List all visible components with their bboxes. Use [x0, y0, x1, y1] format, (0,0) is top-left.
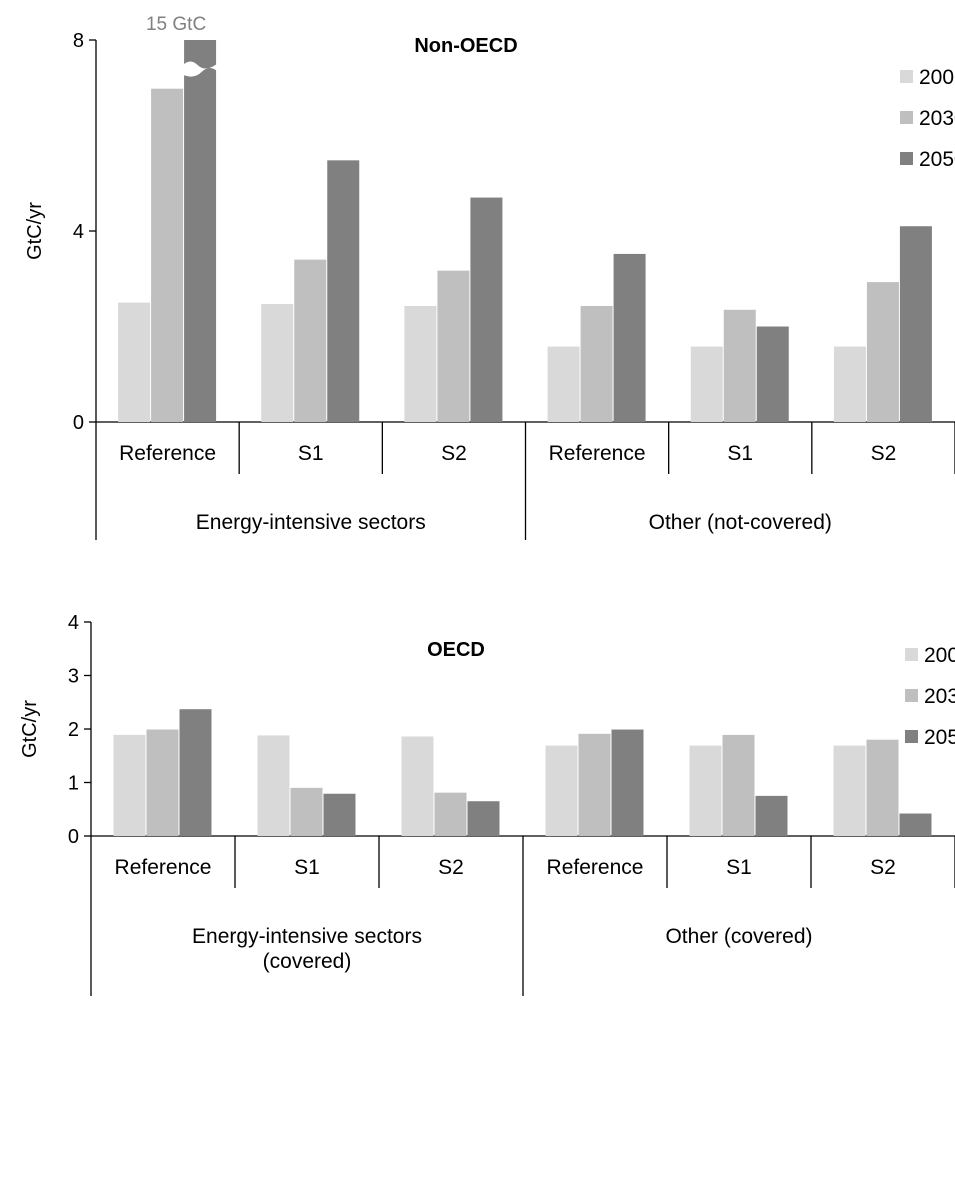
non-oecd-title: Non-OECD — [414, 35, 517, 57]
non-oecd-bar-2005-2 — [404, 305, 437, 422]
non-oecd-category-label-2: S2 — [441, 442, 467, 465]
non-oecd-legend-swatch-2030 — [900, 111, 913, 124]
oecd-group-label-1: Other (covered) — [665, 925, 812, 948]
oecd-legend-label-2005: 2005 — [924, 644, 955, 667]
oecd-bar-2030-3 — [578, 733, 611, 836]
oecd-bar-2005-1 — [257, 735, 290, 836]
oecd-category-label-1: S1 — [294, 856, 320, 879]
oecd-category-label-5: S2 — [870, 856, 896, 879]
oecd-category-label-0: Reference — [115, 856, 212, 879]
non-oecd-category-label-0: Reference — [119, 442, 216, 465]
non-oecd-group-label-1: Other (not-covered) — [649, 511, 832, 534]
non-oecd-y-axis-label: GtC/yr — [24, 202, 46, 260]
non-oecd-bar-2050-2 — [470, 197, 503, 422]
oecd-bar-2050-3 — [611, 729, 644, 836]
non-oecd-bar-2005-0 — [118, 302, 151, 422]
non-oecd-bar-2005-1 — [261, 304, 294, 422]
oecd-bar-2005-2 — [401, 736, 434, 836]
non-oecd-category-label-5: S2 — [871, 442, 897, 465]
oecd-legend-swatch-2050 — [905, 730, 918, 743]
non-oecd-axis-break-marker — [181, 61, 219, 77]
non-oecd-category-label-4: S1 — [727, 442, 753, 465]
non-oecd-break-label: 15 GtC — [146, 14, 206, 35]
non-oecd-bar-2050-4 — [756, 326, 789, 422]
oecd-bar-2005-3 — [545, 745, 578, 836]
oecd-bar-2030-1 — [290, 787, 323, 836]
oecd-legend-swatch-2005 — [905, 648, 918, 661]
oecd-bar-2030-2 — [434, 792, 467, 836]
non-oecd-y-tick-label-0: 0 — [73, 412, 84, 434]
oecd-category-label-3: Reference — [547, 856, 644, 879]
oecd-group-label-0-line-0: Energy-intensive sectors — [192, 925, 422, 948]
chart-non-oecd: 0 4 8 GtC/yr 15 GtC Reference S1 S2 Reference S1 S… — [24, 14, 955, 540]
non-oecd-bar-2030-0 — [151, 88, 184, 422]
oecd-y-tick-label-2: 2 — [68, 719, 79, 741]
non-oecd-bar-2050-1 — [327, 160, 360, 422]
non-oecd-bar-2030-1 — [294, 259, 327, 422]
non-oecd-y-tick-label-1: 4 — [73, 221, 84, 243]
non-oecd-bar-2050-3 — [613, 253, 646, 422]
oecd-category-label-2: S2 — [438, 856, 464, 879]
non-oecd-bar-2005-5 — [833, 346, 866, 422]
oecd-legend-swatch-2030 — [905, 689, 918, 702]
oecd-bar-2050-0 — [179, 709, 212, 836]
chart-oecd: 0 1 2 3 4 GtC/yr Reference S1 S2 Reference S1 S2 Ene… — [19, 612, 955, 996]
non-oecd-bar-2030-4 — [723, 309, 756, 422]
non-oecd-bar-2005-3 — [547, 346, 580, 422]
oecd-bar-2050-4 — [755, 795, 788, 836]
non-oecd-legend-swatch-2005 — [900, 70, 913, 83]
oecd-y-tick-label-3: 3 — [68, 666, 79, 688]
non-oecd-y-tick-label-2: 8 — [73, 30, 84, 52]
oecd-bar-2030-5 — [866, 739, 899, 836]
non-oecd-category-label-1: S1 — [298, 442, 324, 465]
non-oecd-legend-label-2005: 2005 — [919, 66, 955, 89]
oecd-y-axis-label: GtC/yr — [19, 700, 41, 758]
oecd-bar-2005-5 — [833, 745, 866, 836]
non-oecd-bar-2050-5 — [899, 226, 932, 422]
oecd-category-label-4: S1 — [726, 856, 752, 879]
non-oecd-legend-swatch-2050 — [900, 152, 913, 165]
non-oecd-legend-label-2030: 2030 — [919, 107, 955, 130]
oecd-bar-2050-1 — [323, 793, 356, 836]
oecd-title: OECD — [427, 639, 485, 661]
oecd-bar-2005-0 — [113, 734, 146, 836]
oecd-bar-2030-4 — [722, 734, 755, 836]
oecd-bar-2050-2 — [467, 801, 500, 836]
oecd-bar-2030-0 — [146, 729, 179, 836]
non-oecd-group-label-0: Energy-intensive sectors — [196, 511, 426, 534]
oecd-y-tick-label-4: 4 — [68, 612, 79, 634]
oecd-y-tick-label-0: 0 — [68, 826, 79, 848]
non-oecd-category-label-3: Reference — [549, 442, 646, 465]
non-oecd-bar-2030-2 — [437, 270, 470, 422]
oecd-bar-2050-5 — [899, 813, 932, 836]
non-oecd-bar-2050-0 — [184, 40, 217, 422]
non-oecd-bar-2030-5 — [866, 282, 899, 422]
non-oecd-bar-2005-4 — [690, 346, 723, 422]
oecd-bar-2005-4 — [689, 745, 722, 836]
oecd-legend-label-2030: 2030 — [924, 685, 955, 708]
non-oecd-bar-2030-3 — [580, 305, 613, 422]
oecd-y-tick-label-1: 1 — [68, 773, 79, 795]
oecd-group-label-0-line-1: (covered) — [263, 950, 352, 973]
